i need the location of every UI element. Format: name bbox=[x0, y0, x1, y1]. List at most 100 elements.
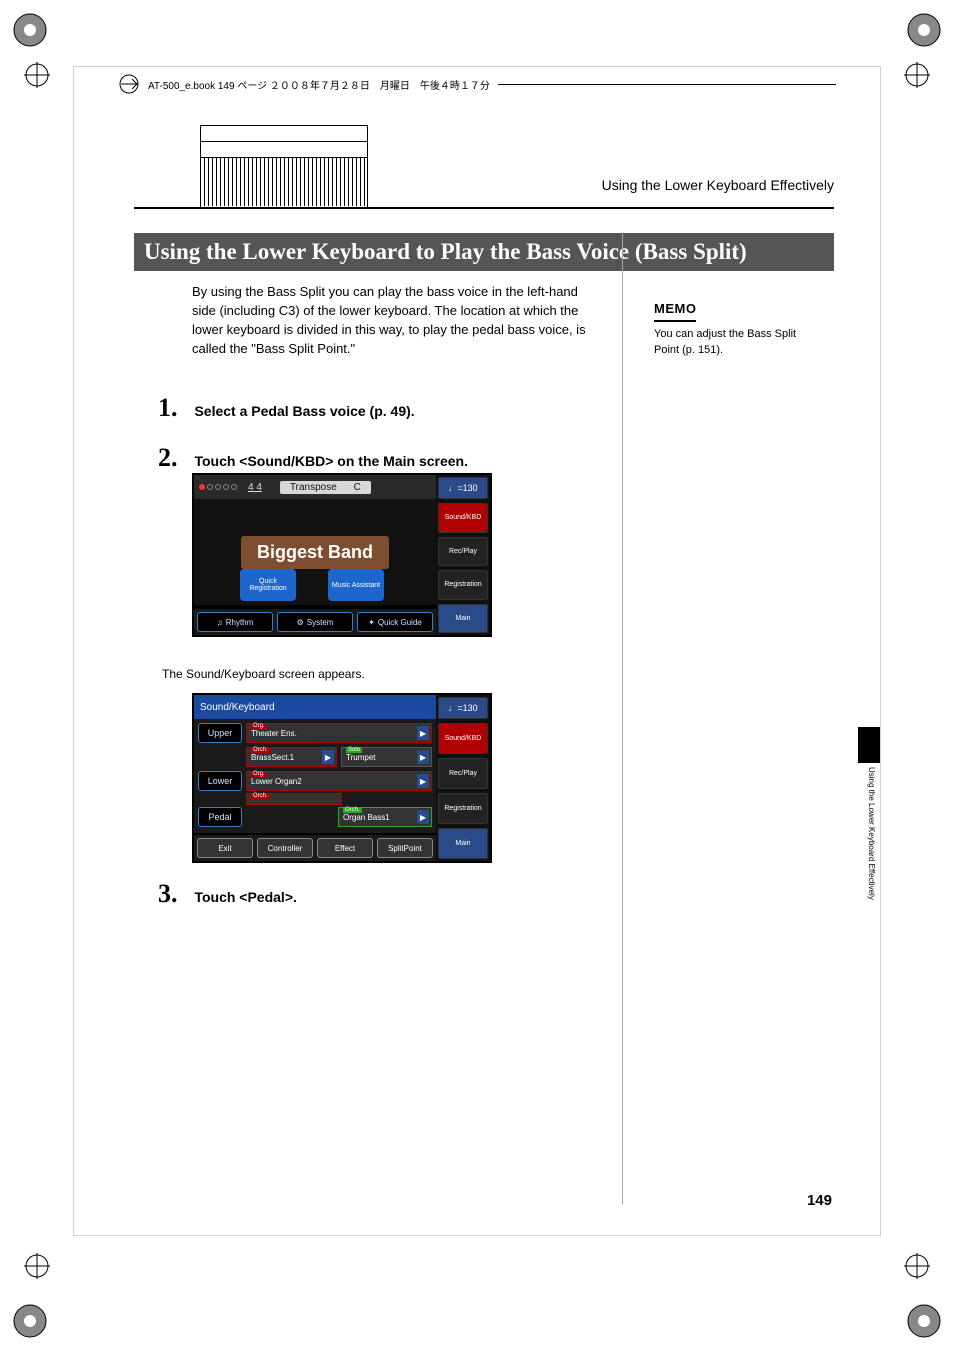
edge-vertical-text: Using the Lower Keyboard Effectively bbox=[867, 767, 876, 900]
rhythm-label: Rhythm bbox=[226, 618, 254, 627]
quick-guide-button[interactable]: ✦Quick Guide bbox=[357, 612, 433, 632]
system-icon: ⚙ bbox=[297, 618, 304, 627]
arrow-icon: ▶ bbox=[417, 774, 429, 788]
pedal-label[interactable]: Pedal bbox=[198, 807, 242, 827]
crop-tl bbox=[12, 12, 48, 48]
header-book-line: AT-500_e.book 149 ページ ２００８年７月２８日 月曜日 午後４… bbox=[148, 77, 490, 92]
reg-bottom-right bbox=[904, 1253, 930, 1279]
effect-button[interactable]: Effect bbox=[317, 838, 373, 858]
step1-text: Select a Pedal Bass voice (p. 49). bbox=[194, 403, 414, 419]
shot2-body: Upper Org.Theater Ens.▶ Orch.BrassSect.1… bbox=[194, 719, 436, 833]
sound-kbd-button[interactable]: Sound/KBD bbox=[438, 503, 488, 533]
memo-label: MEMO bbox=[654, 299, 696, 322]
arrow-icon: ▶ bbox=[322, 750, 334, 764]
rec-play-button[interactable]: Rec/Play bbox=[438, 537, 488, 567]
quick-guide-label: Quick Guide bbox=[378, 618, 422, 627]
shot1-caption: The Sound/Keyboard screen appears. bbox=[162, 667, 365, 681]
header-arrow-icon bbox=[118, 73, 140, 95]
step3-number: 3. bbox=[158, 879, 190, 909]
reg-top-right bbox=[904, 62, 930, 88]
reg-top-left bbox=[24, 62, 50, 88]
edge-tab bbox=[858, 727, 880, 763]
upper-trumpet-label: Trumpet bbox=[346, 753, 376, 762]
step-3: 3. Touch <Pedal>. bbox=[158, 879, 297, 909]
quick-registration-button[interactable]: Quick Registration bbox=[240, 569, 296, 601]
shot2-rec-play-button[interactable]: Rec/Play bbox=[438, 758, 488, 789]
section-header-rule bbox=[134, 207, 834, 209]
step2-number: 2. bbox=[158, 443, 190, 473]
header-rule bbox=[498, 84, 836, 85]
keyboard-panel-thumb bbox=[200, 125, 368, 209]
rhythm-icon: ♫ bbox=[217, 618, 223, 627]
arrow-icon: ▶ bbox=[417, 810, 429, 824]
memo-text: You can adjust the Bass Split Point (p. … bbox=[654, 326, 824, 359]
shot1-tempo: ♩=130 bbox=[438, 477, 488, 499]
shot2-sound-kbd-button[interactable]: Sound/KBD bbox=[438, 723, 488, 754]
pedal-organbass-slot[interactable]: Orch.Organ Bass1 ▶ bbox=[338, 807, 432, 827]
lower-organ-slot[interactable]: Org.Lower Organ2 ▶ bbox=[246, 771, 432, 791]
upper-label[interactable]: Upper bbox=[198, 723, 242, 743]
main-button[interactable]: Main bbox=[438, 604, 488, 634]
orch-badge: Orch. bbox=[251, 747, 270, 753]
shot1-transpose[interactable]: Transpose C bbox=[280, 481, 371, 494]
vertical-divider bbox=[622, 232, 623, 1205]
main-screen-shot: 4 4 Transpose C Biggest Band Quick Regis… bbox=[192, 473, 492, 637]
system-label: System bbox=[307, 618, 334, 627]
registration-button[interactable]: Registration bbox=[438, 570, 488, 600]
memo-box: MEMO You can adjust the Bass Split Point… bbox=[654, 299, 824, 359]
step2-text: Touch <Sound/KBD> on the Main screen. bbox=[194, 453, 468, 469]
shot2-main-button[interactable]: Main bbox=[438, 828, 488, 859]
crop-bl bbox=[12, 1303, 48, 1339]
orch-badge2: Orch. bbox=[251, 793, 270, 799]
shot1-timesig: 4 4 bbox=[248, 482, 262, 493]
shot2-footer: Exit Controller Effect SplitPoint bbox=[194, 835, 436, 861]
upper-brass-label: BrassSect.1 bbox=[251, 753, 294, 762]
shot2-tempo-val: ♩=130 bbox=[448, 703, 477, 713]
page-frame: AT-500_e.book 149 ページ ２００８年７月２８日 月曜日 午後４… bbox=[73, 66, 881, 1236]
sound-keyboard-shot: Sound/Keyboard ♩=130 Sound/KBD Rec/Play … bbox=[192, 693, 492, 863]
shot2-sidebar: ♩=130 Sound/KBD Rec/Play Registration Ma… bbox=[436, 695, 490, 861]
arrow-icon: ▶ bbox=[417, 726, 429, 740]
rhythm-button[interactable]: ♫Rhythm bbox=[197, 612, 273, 632]
intro-text: By using the Bass Split you can play the… bbox=[192, 283, 602, 358]
shot1-quick-buttons: Quick Registration Music Assistant bbox=[224, 569, 400, 609]
shot1-transpose-val: C bbox=[354, 482, 361, 493]
controller-button[interactable]: Controller bbox=[257, 838, 313, 858]
beat-led-icon bbox=[198, 482, 238, 493]
crop-br bbox=[906, 1303, 942, 1339]
section-header: Using the Lower Keyboard Effectively bbox=[602, 177, 834, 193]
lower-label[interactable]: Lower bbox=[198, 771, 242, 791]
page-title-bar: Using the Lower Keyboard to Play the Bas… bbox=[134, 233, 834, 271]
solo-badge: Solo bbox=[346, 747, 362, 753]
reg-bottom-left bbox=[24, 1253, 50, 1279]
step1-number: 1. bbox=[158, 393, 190, 423]
shot2-tempo: ♩=130 bbox=[438, 697, 488, 719]
splitpoint-button[interactable]: SplitPoint bbox=[377, 838, 433, 858]
shot1-banner: Biggest Band bbox=[241, 536, 389, 569]
arrow-icon: ▶ bbox=[417, 750, 429, 764]
step-2: 2. Touch <Sound/KBD> on the Main screen. bbox=[158, 443, 468, 473]
lower-orch-empty: Orch. bbox=[246, 793, 342, 805]
quick-guide-icon: ✦ bbox=[368, 618, 375, 627]
step3-text: Touch <Pedal>. bbox=[194, 889, 296, 905]
crop-tr bbox=[906, 12, 942, 48]
org-badge: Org. bbox=[251, 723, 267, 729]
shot1-transpose-label: Transpose bbox=[290, 482, 337, 493]
shot2-registration-button[interactable]: Registration bbox=[438, 793, 488, 824]
music-assistant-button[interactable]: Music Assistant bbox=[328, 569, 384, 601]
upper-theater-label: Theater Ens. bbox=[251, 729, 297, 738]
org-badge2: Org. bbox=[251, 771, 267, 777]
header-line: AT-500_e.book 149 ページ ２００８年７月２８日 月曜日 午後４… bbox=[118, 73, 836, 95]
page-number: 149 bbox=[807, 1192, 832, 1209]
step-1: 1. Select a Pedal Bass voice (p. 49). bbox=[158, 393, 415, 423]
upper-theater-slot[interactable]: Org.Theater Ens. ▶ bbox=[246, 723, 432, 743]
system-button[interactable]: ⚙System bbox=[277, 612, 353, 632]
shot1-footer: ♫Rhythm ⚙System ✦Quick Guide bbox=[194, 609, 436, 635]
pedal-organbass-label: Organ Bass1 bbox=[343, 813, 390, 822]
upper-trumpet-slot[interactable]: SoloTrumpet ▶ bbox=[341, 747, 432, 767]
upper-brass-slot[interactable]: Orch.BrassSect.1 ▶ bbox=[246, 747, 337, 767]
shot1-sidebar: ♩=130 Sound/KBD Rec/Play Registration Ma… bbox=[436, 475, 490, 635]
exit-button[interactable]: Exit bbox=[197, 838, 253, 858]
lower-organ-label: Lower Organ2 bbox=[251, 777, 302, 786]
orch-badge3: Orch. bbox=[343, 807, 362, 813]
